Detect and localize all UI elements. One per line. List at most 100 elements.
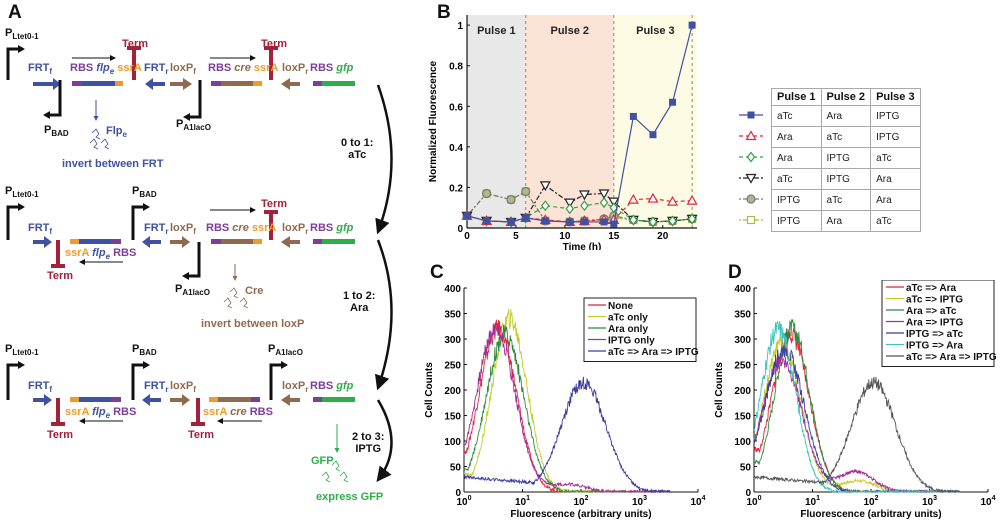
legend-label: IPTG => aTc: [906, 329, 963, 340]
data-point: [649, 131, 657, 139]
flpe-label: Flpe: [106, 125, 127, 139]
loxp-f-site-1: [170, 78, 192, 90]
y-tick-label: 50: [740, 463, 752, 474]
data-point: [647, 192, 659, 203]
legend-label: Ara => IPTG: [906, 318, 963, 329]
promoter-bad-1: [48, 80, 62, 117]
data-point: [521, 186, 531, 197]
cre-protein-icon: [223, 287, 249, 309]
pulse-region-label: Pulse 1: [477, 25, 516, 37]
x-tick-label: 100: [456, 495, 471, 508]
data-point: [610, 220, 618, 228]
data-point: [580, 200, 589, 212]
legend-label: aTc only: [608, 313, 648, 324]
data-point: [566, 218, 574, 226]
x-tick-label: 15: [608, 231, 620, 242]
legend-marker-symbol: [745, 173, 757, 184]
data-point: [564, 198, 576, 209]
construct-row-1: [6, 45, 355, 121]
y-tick-label: 0: [455, 488, 461, 499]
x-tick-label: 10: [559, 231, 571, 242]
rbs-flpe-ssra-label-1: RBS flpe ssrA: [70, 62, 142, 76]
pulse-region-3: [613, 15, 697, 228]
rbs-gfp-label-3: RBS gfp: [310, 380, 354, 392]
y-tick-label: 50: [450, 463, 462, 474]
frt-r-label-1: FRTr: [144, 62, 169, 76]
promoter-label-bad-2: PBAD: [132, 185, 157, 199]
legend-cell: IPTG: [820, 168, 872, 190]
pulse-region-1: [467, 15, 526, 228]
legend-header-pulse-3: Pulse 3: [870, 88, 921, 106]
legend-cell: IPTG: [771, 210, 822, 232]
legend-marker: [737, 127, 772, 148]
data-point: [669, 98, 677, 106]
legend-cell: aTc: [820, 189, 872, 211]
ssra-flpe-rbs-label-3: ssrA flpe RBS: [65, 406, 137, 420]
data-point: [688, 21, 696, 29]
legend-row: aTc Ara IPTG: [737, 105, 921, 127]
frt-f-label-1: FRTf: [28, 62, 53, 76]
gfp-protein-icon: [321, 460, 349, 483]
x-tick-label: 100: [746, 495, 761, 508]
y-tick-label: 250: [734, 361, 751, 372]
y-tick-label: 100: [444, 437, 461, 448]
data-point: [507, 218, 515, 226]
loxp-r-site-1: [281, 78, 300, 90]
legend-label: IPTG only: [608, 336, 655, 347]
series-1: [463, 21, 696, 228]
promoter-label-bad-3: PBAD: [132, 343, 157, 357]
y-tick-label: 300: [734, 335, 751, 346]
legend-marker-symbol: [745, 129, 757, 140]
promoter-label-ltet-1: PLtet0-1: [5, 27, 39, 41]
data-point: [598, 189, 610, 200]
x-tick-label: 103: [922, 495, 937, 508]
legend-marker-symbol: [746, 215, 756, 224]
x-tick-label: 104: [980, 495, 995, 508]
y-tick-label: 100: [734, 437, 751, 448]
y-tick-label: 150: [444, 412, 461, 423]
term-label-1a: Term: [122, 38, 149, 50]
panel-b-line-chart: Pulse 1 Pulse 2 Pulse 3 0 5 10 15 20 0 0.2 0.4 0.6 0…: [428, 15, 698, 250]
transition-arrow-3: [376, 399, 393, 482]
frt-r-label-3: FRTr: [144, 380, 169, 394]
loxp-f-label-1: loxPf: [170, 62, 196, 76]
pulse-region-label: Pulse 2: [551, 25, 590, 37]
legend-marker: [737, 211, 772, 232]
data-point: [506, 195, 516, 205]
legend-row: IPTG Ara aTc: [737, 210, 921, 232]
panel-d-label: D: [728, 262, 742, 283]
legend-label: aTc => Ara: [906, 283, 956, 294]
y-tick-label: 0: [745, 488, 751, 499]
histogram-series-7: [753, 376, 961, 494]
legend-row: aTc IPTG Ara: [737, 168, 921, 190]
data-point: [463, 212, 471, 220]
legend-cell: IPTG: [820, 147, 872, 169]
data-point: [687, 213, 697, 225]
legend-marker: [737, 106, 772, 127]
panel-d-histogram: 0 50 100 150 200 250 300 350 400 100 101 102 103 104 F…: [714, 280, 997, 520]
legend-row: IPTG aTc Ara: [737, 189, 921, 211]
legend-cell: IPTG: [771, 189, 822, 211]
legend-row: Ara IPTG aTc: [737, 147, 921, 169]
panel-a-diagram: [6, 45, 393, 483]
legend-cell: Ara: [820, 210, 872, 232]
term-label-2b: Term: [261, 198, 288, 210]
transition-2-label: 1 to 2: Ara: [343, 290, 376, 314]
loxp-f-label-2: loxPf: [170, 222, 196, 236]
loxp-f-label-3: loxPf: [170, 380, 196, 394]
legend-cell: aTc: [870, 147, 921, 169]
legend-cell: aTc: [870, 210, 921, 232]
y-tick-label: 350: [734, 310, 751, 321]
data-point: [686, 194, 698, 205]
terminator-1b: [264, 46, 278, 80]
rbs-gfp-label-2: RBS gfp: [310, 222, 354, 234]
data-point: [629, 112, 637, 120]
data-point: [599, 197, 609, 209]
y-tick-label: 400: [734, 284, 751, 295]
x-tick-label: 102: [573, 495, 588, 508]
legend-cell: Ara: [771, 126, 822, 148]
y-tick-label: 0.2: [449, 183, 463, 194]
data-point: [483, 217, 491, 225]
transition-1-label: 0 to 1: aTc: [341, 137, 374, 161]
panel-b-legend-table: Pulse 1 Pulse 2 Pulse 3 aTc Ara IPTG Ara aTc…: [737, 88, 921, 232]
